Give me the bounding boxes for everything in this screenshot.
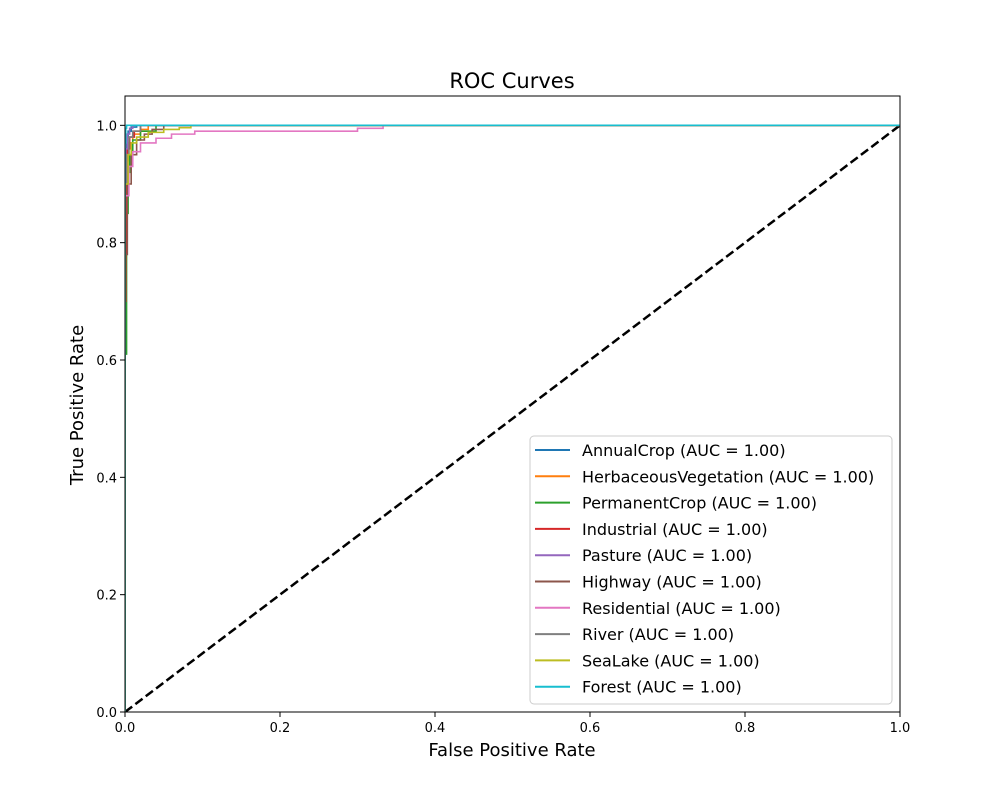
y-tick-label: 0.2 bbox=[96, 589, 117, 604]
legend-label-2: HerbaceousVegetation (AUC = 1.00) bbox=[582, 467, 874, 486]
series-line-10 bbox=[125, 124, 900, 712]
y-tick-label: 0.0 bbox=[96, 706, 117, 721]
series-line-9 bbox=[125, 124, 900, 712]
y-axis: 0.0 0.2 0.4 0.6 0.8 1.0 bbox=[96, 119, 125, 721]
legend-label-6: Highway (AUC = 1.00) bbox=[582, 573, 762, 592]
legend-label-9: SeaLake (AUC = 1.00) bbox=[582, 651, 760, 670]
diagonal-reference-line bbox=[125, 124, 900, 712]
x-axis-label: False Positive Rate bbox=[428, 740, 595, 761]
legend-label-5: Pasture (AUC = 1.00) bbox=[582, 546, 752, 565]
x-tick-label: 0.2 bbox=[270, 721, 291, 736]
legend-box bbox=[529, 435, 893, 705]
y-tick-label: 1.0 bbox=[96, 119, 117, 134]
legend-label-7: Residential (AUC = 1.00) bbox=[582, 599, 781, 618]
x-axis: 0.0 0.2 0.4 0.6 0.8 1.0 bbox=[115, 712, 911, 736]
legend-label-10: Forest (AUC = 1.00) bbox=[582, 678, 742, 697]
legend-label-4: Industrial (AUC = 1.00) bbox=[582, 520, 768, 539]
x-tick-label: 0.0 bbox=[115, 721, 136, 736]
legend-label-3: PermanentCrop (AUC = 1.00) bbox=[582, 494, 817, 513]
legend: AnnualCrop (AUC = 1.00) HerbaceousVegetat… bbox=[529, 435, 893, 705]
y-tick-label: 0.4 bbox=[96, 471, 117, 486]
y-tick-label: 0.6 bbox=[96, 354, 117, 369]
plot-frame bbox=[124, 95, 901, 713]
plot-area bbox=[124, 95, 901, 713]
x-tick-label: 0.6 bbox=[580, 721, 601, 736]
chart-title: ROC Curves bbox=[449, 69, 574, 93]
x-tick-label: 1.0 bbox=[890, 721, 911, 736]
legend-label-1: AnnualCrop (AUC = 1.00) bbox=[582, 441, 786, 460]
legend-label-8: River (AUC = 1.00) bbox=[582, 625, 734, 644]
x-tick-label: 0.4 bbox=[425, 721, 446, 736]
y-tick-label: 0.8 bbox=[96, 237, 117, 252]
y-axis-label: True Positive Rate bbox=[67, 325, 88, 486]
x-tick-label: 0.8 bbox=[735, 721, 756, 736]
